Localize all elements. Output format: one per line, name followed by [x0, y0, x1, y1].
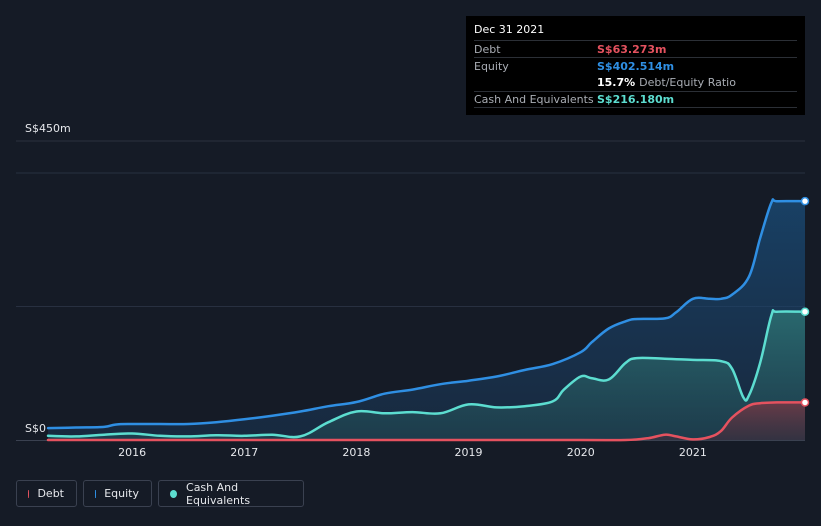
tooltip-equity-value: S$402.514m	[597, 59, 675, 73]
tooltip-row-equity: Equity S$402.514m	[474, 57, 797, 74]
tooltip-row-ratio: 15.7% Debt/Equity Ratio	[474, 74, 797, 91]
x-axis-ticks: 2016 2017 2018 2019 2020 2021	[118, 446, 707, 459]
equity-line	[46, 198, 807, 430]
tooltip-row-debt: Debt S$63.273m	[474, 40, 797, 57]
series-endpoints	[800, 196, 810, 407]
tooltip: Dec 31 2021 Debt S$63.273m Equity S$402.…	[466, 16, 805, 115]
y-axis-ticks: S$450m S$0	[25, 122, 71, 435]
legend-cash[interactable]: Cash And Equivalents	[158, 480, 304, 507]
x-tick-label: 2020	[567, 446, 595, 459]
debt-area	[48, 402, 805, 441]
legend-debt[interactable]: Debt	[16, 480, 77, 507]
cash-and-equivalents-area	[48, 310, 805, 440]
tooltip-debt-label: Debt	[474, 42, 501, 56]
series-areas	[48, 199, 805, 441]
cash-and-equivalents-endpoint	[800, 307, 810, 316]
x-tick-label: 2019	[455, 446, 483, 459]
tooltip-ratio-label: Debt/Equity Ratio	[639, 76, 736, 89]
legend-cash-label: Cash And Equivalents	[186, 480, 251, 507]
legend-equity[interactable]: Equity	[83, 480, 152, 507]
x-tick-label: 2021	[679, 446, 707, 459]
legend-debt-label: Debt	[37, 487, 64, 500]
debt-line	[46, 401, 807, 442]
y-tick-label-max: S$450m	[25, 122, 71, 135]
tooltip-date: Dec 31 2021	[474, 23, 545, 36]
tooltip-cash-value: S$216.180m	[597, 93, 675, 106]
tooltip-ratio-value: 15.7%	[597, 76, 636, 89]
y-tick-label-zero: S$0	[25, 422, 46, 435]
x-tick-label: 2017	[230, 446, 258, 459]
tooltip-equity-label: Equity	[474, 59, 509, 73]
x-tick-label: 2016	[118, 446, 146, 459]
legend-equity-label: Equity	[104, 487, 139, 500]
equity-endpoint	[800, 196, 810, 206]
legend-cash-dot	[170, 489, 178, 498]
tooltip-debt-value: S$63.273m	[597, 42, 667, 56]
x-tick-label: 2018	[342, 446, 370, 459]
tooltip-row-cash: Cash And Equivalents S$216.180m	[474, 91, 797, 108]
cash-and-equivalents-line	[46, 309, 807, 439]
debt-endpoint	[800, 398, 810, 407]
tooltip-cash-label: Cash And Equivalents	[474, 93, 594, 106]
series-lines	[46, 198, 807, 442]
